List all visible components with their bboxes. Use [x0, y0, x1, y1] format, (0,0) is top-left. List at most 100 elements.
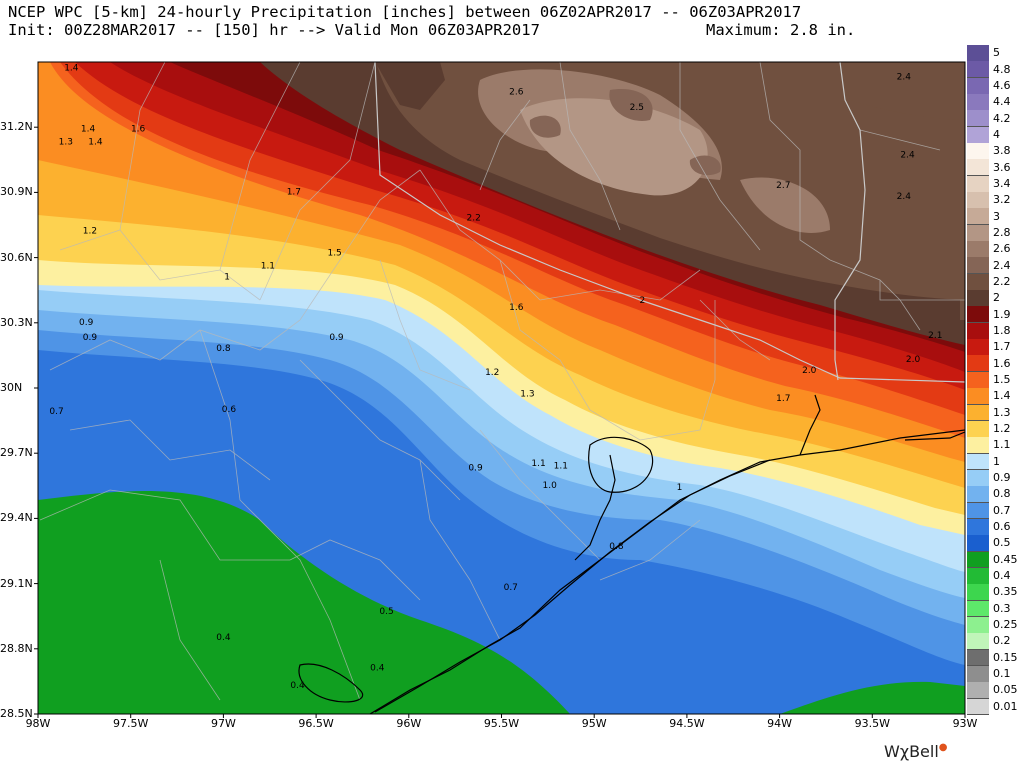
legend-swatch [967, 45, 989, 62]
legend-swatch [967, 371, 989, 389]
legend-swatch [967, 94, 989, 111]
legend-swatch [967, 110, 989, 128]
contour-label: 0.7 [49, 407, 63, 417]
legend-label: 0.01 [993, 699, 1018, 713]
legend-swatch [967, 420, 989, 438]
legend-label: 1.1 [993, 438, 1011, 452]
contour-label: 2.2 [467, 214, 481, 224]
x-tick-label: 97W [210, 717, 236, 730]
legend-swatch [967, 682, 989, 700]
contour-label: 1.7 [151, 51, 165, 61]
contour-label: 1.7 [287, 188, 301, 198]
legend-swatch [967, 453, 989, 471]
x-tick-label: 95.5W [483, 717, 520, 730]
legend-swatch [967, 143, 989, 160]
state-borders [374, 62, 965, 383]
legend-swatch [967, 322, 989, 340]
legend-label: 3.4 [993, 176, 1011, 190]
precip-band [38, 491, 570, 714]
contour-label: 2.0 [906, 355, 921, 365]
legend-label: 3.2 [993, 193, 1011, 207]
legend-swatch [967, 273, 989, 291]
county-borders [39, 62, 965, 701]
x-tick-label: 94W [767, 717, 793, 730]
contour-label: 1.1 [531, 459, 545, 469]
legend-swatch [967, 567, 989, 585]
legend-swatch [967, 649, 989, 667]
contour-label: 0.7 [504, 583, 518, 593]
y-tick-label: 30N [0, 381, 23, 394]
legend-swatch [967, 584, 989, 602]
legend-label: 0.7 [993, 503, 1011, 517]
contour-label: 0.6 [222, 405, 237, 415]
title-line: NCEP WPC [5-km] 24-hourly Precipitation … [8, 3, 802, 21]
contour-label: 0.5 [379, 607, 393, 617]
legend-label: 0.4 [993, 569, 1011, 583]
precip-bands [38, 62, 965, 714]
contour-label: 2.6 [509, 88, 524, 98]
contour-label: 2.1 [928, 331, 942, 341]
wxbell-logo: WχBell● [884, 742, 948, 761]
legend-swatch [967, 159, 989, 177]
legend-swatch [967, 61, 989, 79]
legend-label: 2.4 [993, 258, 1011, 272]
contour-label: 2.4 [900, 151, 915, 161]
legend-label: 4.8 [993, 62, 1011, 76]
precip-legend: 5 4.8 4.6 4.4 4.2 4 3.8 3.6 3.4 3.2 3 2.8 2.6 2.4 2.2 2… [967, 45, 1018, 716]
contour-label: 1.4 [81, 125, 96, 135]
legend-swatch [967, 192, 989, 209]
contour-label: 1.3 [59, 138, 73, 148]
contour-label: 2.7 [776, 181, 790, 191]
contour-label: 0.4 [370, 664, 385, 674]
contour-label: 1.3 [520, 390, 534, 400]
wet-core-patches [375, 62, 965, 320]
contour-label: 0.9 [329, 333, 344, 343]
contour-label: 2.0 [802, 366, 817, 376]
legend-swatch [967, 126, 989, 144]
legend-label: 0.35 [993, 585, 1018, 599]
maximum-label: Maximum: 2.8 in. [706, 21, 856, 39]
x-tick-label: 93W [952, 717, 978, 730]
y-tick-label: 30.3N [0, 315, 33, 329]
contour-label: 2 [640, 296, 646, 306]
legend-swatch [967, 502, 989, 520]
x-tick-label: 97.5W [113, 717, 149, 730]
y-tick-label: 29.7N [0, 446, 33, 460]
legend-label: 0.9 [993, 471, 1011, 485]
legend-label: 0.15 [993, 650, 1018, 664]
contour-label: 0.8 [609, 542, 624, 552]
legend-label: 0.6 [993, 520, 1011, 534]
legend-label: 1.5 [993, 373, 1011, 386]
contour-label: 1.4 [88, 138, 103, 148]
contour-label: 0.8 [216, 344, 231, 354]
legend-swatch [967, 518, 989, 536]
legend-swatch [967, 257, 989, 275]
legend-label: 1.7 [993, 340, 1011, 354]
legend-label: 0.2 [993, 634, 1011, 648]
legend-swatch [967, 616, 989, 634]
contour-label: 0.9 [79, 318, 94, 328]
legend-label: 4.2 [993, 111, 1011, 125]
legend-swatch [967, 665, 989, 683]
contour-label: 0.4 [216, 633, 231, 643]
precip-band [780, 681, 965, 714]
legend-label: 4 [993, 127, 1000, 141]
legend-swatch [967, 600, 989, 618]
contour-label: 1.1 [261, 261, 275, 271]
legend-swatch [967, 339, 989, 356]
contour-label: 2.4 [897, 192, 912, 202]
legend-label: 1.8 [993, 323, 1011, 337]
legend-label: 0.1 [993, 667, 1011, 681]
contour-label: 2.5 [630, 103, 644, 113]
contour-label: 1.6 [131, 125, 146, 135]
legend-label: 0.25 [993, 618, 1018, 632]
x-tick-label: 94.5W [669, 717, 705, 730]
legend-swatch [967, 633, 989, 651]
legend-label: 4.6 [993, 78, 1011, 92]
legend-label: 2.6 [993, 242, 1011, 256]
legend-swatch [967, 535, 989, 553]
legend-label: 1.6 [993, 356, 1011, 370]
contour-label: 1.0 [543, 481, 558, 491]
legend-swatch [967, 355, 989, 373]
legend-label: 3.6 [993, 160, 1011, 174]
